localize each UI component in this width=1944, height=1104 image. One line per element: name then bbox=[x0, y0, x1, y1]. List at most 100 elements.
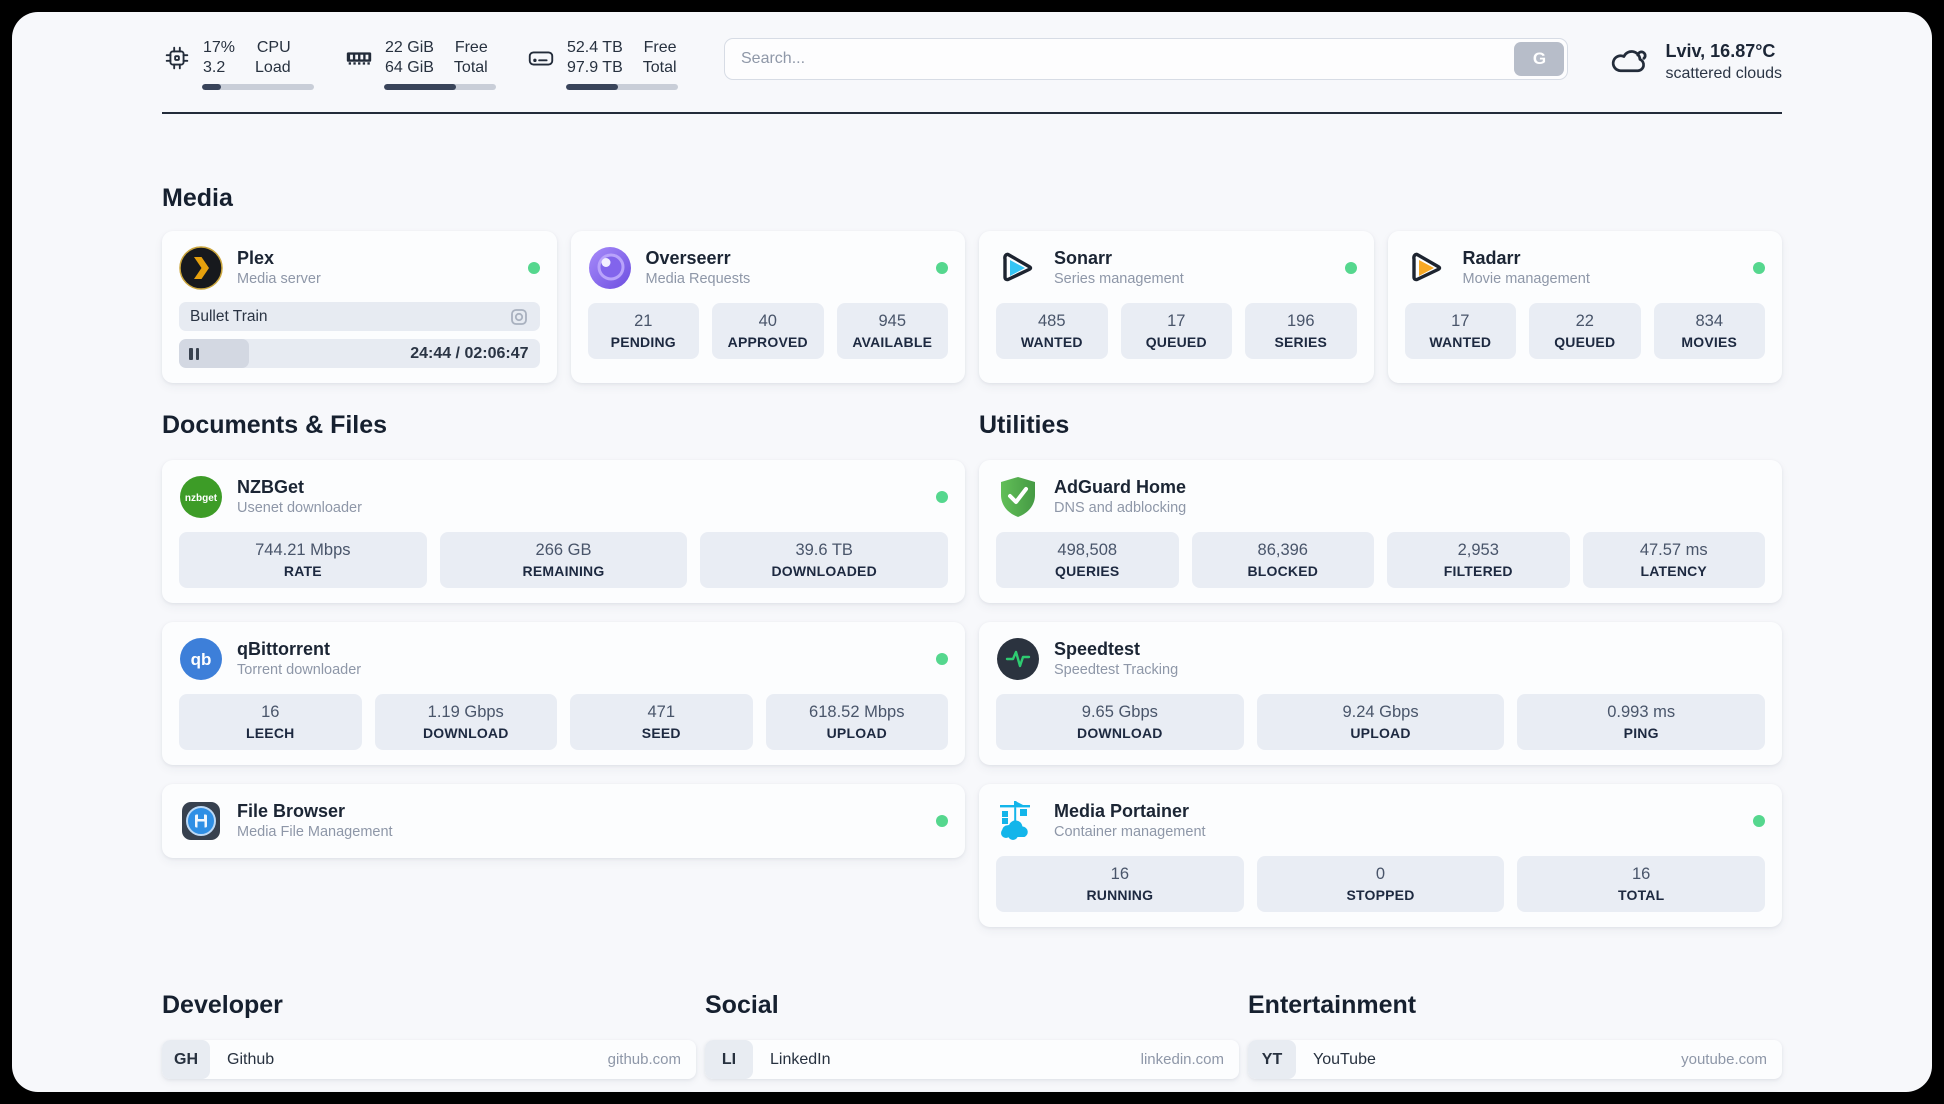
stat-value: 16 bbox=[1110, 865, 1130, 883]
stat-label: REMAINING bbox=[522, 563, 605, 579]
card-title: qBittorrent bbox=[237, 639, 330, 659]
app-card-speedtest[interactable]: Speedtest Speedtest Tracking 9.65 Gbps D… bbox=[979, 622, 1782, 765]
app-card-plex[interactable]: Plex Media server Bullet Train bbox=[162, 231, 557, 383]
ram-free-value: 22 GiB bbox=[385, 39, 434, 56]
stat-label: DOWNLOADED bbox=[771, 563, 877, 579]
status-dot bbox=[1753, 262, 1765, 274]
cpu-progress-fill bbox=[202, 84, 222, 90]
adguard-icon bbox=[1001, 477, 1035, 517]
ram-icon bbox=[346, 52, 372, 65]
media-card-grid: Plex Media server Bullet Train bbox=[162, 231, 1782, 383]
stat-queued: 22 QUEUED bbox=[1529, 303, 1641, 359]
header: 17% 3.2 CPU Load bbox=[162, 12, 1782, 90]
app-card-adguard[interactable]: AdGuard Home DNS and adblocking 498,508 … bbox=[979, 460, 1782, 603]
stat-value: 17 bbox=[1451, 312, 1470, 330]
cpu-usage-label: CPU bbox=[256, 39, 291, 56]
now-playing-bar: Bullet Train bbox=[179, 302, 540, 331]
stat-value: 266 GB bbox=[535, 541, 592, 559]
card-title: NZBGet bbox=[237, 477, 304, 497]
stat-wanted: 485 WANTED bbox=[996, 303, 1108, 359]
stat-label: RUNNING bbox=[1086, 887, 1154, 903]
ram-total-label: Total bbox=[453, 59, 488, 76]
link-badge: GH bbox=[162, 1040, 210, 1079]
stat-queries: 498,508 QUERIES bbox=[996, 532, 1179, 588]
search-input[interactable] bbox=[724, 38, 1569, 80]
card-title: Media Portainer bbox=[1054, 801, 1190, 821]
stat-value: 17 bbox=[1167, 312, 1186, 330]
status-dot bbox=[936, 491, 948, 503]
stat-value: 40 bbox=[758, 312, 777, 330]
stat-remaining: 266 GB REMAINING bbox=[439, 532, 688, 588]
app-card-filebrowser[interactable]: File Browser Media File Management bbox=[162, 784, 965, 858]
stat-filtered: 2,953 FILTERED bbox=[1387, 532, 1570, 588]
stat-label: FILTERED bbox=[1443, 563, 1513, 579]
portainer-icon bbox=[1000, 801, 1030, 840]
playback-time: 24:44 / 02:06:47 bbox=[410, 344, 529, 362]
stat-value: 0 bbox=[1375, 865, 1386, 883]
stat-seed: 471 SEED bbox=[570, 694, 753, 750]
weather-location-temp: Lviv, 16.87°C bbox=[1665, 41, 1776, 61]
stat-label: UPLOAD bbox=[1350, 725, 1411, 741]
stat-latency: 47.57 ms LATENCY bbox=[1582, 532, 1765, 588]
link-youtube[interactable]: YT YouTube youtube.com bbox=[1248, 1040, 1782, 1079]
stat-wanted: 17 WANTED bbox=[1404, 303, 1516, 359]
documents-column: Documents & Files nzbget NZBGet Usenet d… bbox=[162, 411, 965, 927]
stat-label: QUEUED bbox=[1145, 334, 1207, 350]
now-playing-title: Bullet Train bbox=[190, 307, 268, 325]
link-badge: LI bbox=[705, 1040, 753, 1079]
overseerr-icon bbox=[588, 247, 631, 289]
stat-value: 471 bbox=[647, 703, 676, 721]
app-card-overseerr[interactable]: Overseerr Media Requests 21 PENDING 40 A… bbox=[570, 231, 965, 383]
link-linkedin[interactable]: LI LinkedIn linkedin.com bbox=[705, 1040, 1239, 1079]
link-url: github.com bbox=[607, 1051, 681, 1068]
stat-label: DOWNLOAD bbox=[1077, 725, 1163, 741]
section-title-documents: Documents & Files bbox=[162, 411, 388, 439]
cpu-icon bbox=[165, 46, 189, 70]
stat-download: 1.19 Gbps DOWNLOAD bbox=[374, 694, 557, 750]
ram-free-label: Free bbox=[454, 39, 488, 56]
status-dot bbox=[936, 653, 948, 665]
stat-value: 834 bbox=[1695, 312, 1724, 330]
app-card-portainer[interactable]: Media Portainer Container management 16 … bbox=[979, 784, 1782, 927]
stat-approved: 40 APPROVED bbox=[712, 303, 824, 359]
nzbget-icon: nzbget bbox=[180, 476, 222, 518]
link-name: Github bbox=[227, 1050, 275, 1068]
disk-total-value: 97.9 TB bbox=[567, 59, 623, 76]
disk-stat: 52.4 TB 97.9 TB Free Total bbox=[526, 38, 678, 90]
stat-series: 196 SERIES bbox=[1245, 303, 1357, 359]
cpu-stat: 17% 3.2 CPU Load bbox=[162, 38, 314, 90]
stat-value: 744.21 Mbps bbox=[255, 541, 351, 559]
app-card-radarr[interactable]: Radarr Movie management 17 WANTED 22 QUE… bbox=[1387, 231, 1782, 383]
stat-blocked: 86,396 BLOCKED bbox=[1191, 532, 1374, 588]
search-bar: G bbox=[724, 38, 1569, 80]
status-dot bbox=[1344, 262, 1357, 274]
search-engine-button[interactable]: G bbox=[1514, 42, 1565, 76]
link-name: YouTube bbox=[1313, 1050, 1376, 1068]
card-title: Sonarr bbox=[1054, 248, 1113, 268]
app-card-qbittorrent[interactable]: qb qBittorrent Torrent downloader 16 bbox=[162, 622, 965, 765]
app-card-nzbget[interactable]: nzbget NZBGet Usenet downloader 744.21 M… bbox=[162, 460, 965, 603]
disk-progress-track bbox=[566, 84, 678, 90]
stat-label: APPROVED bbox=[727, 334, 808, 350]
app-card-sonarr[interactable]: Sonarr Series management 485 WANTED 17 Q… bbox=[979, 231, 1374, 383]
stat-value: 1.19 Gbps bbox=[427, 703, 504, 721]
pause-icon[interactable] bbox=[189, 347, 199, 360]
stat-value: 47.57 ms bbox=[1639, 541, 1708, 559]
card-title: Speedtest bbox=[1054, 639, 1141, 659]
stat-stopped: 0 STOPPED bbox=[1256, 856, 1505, 912]
filebrowser-icon bbox=[182, 802, 220, 840]
link-github[interactable]: GH Github github.com bbox=[162, 1040, 696, 1079]
link-name: LinkedIn bbox=[770, 1050, 831, 1068]
stat-label: SERIES bbox=[1274, 334, 1328, 350]
stat-label: STOPPED bbox=[1346, 887, 1415, 903]
stat-label: QUERIES bbox=[1055, 563, 1120, 579]
stat-leech: 16 LEECH bbox=[179, 694, 362, 750]
cpu-load-value: 3.2 bbox=[203, 59, 226, 76]
links-column-developer: Developer GH Github github.com SO StackO… bbox=[162, 991, 696, 1092]
stat-label: RATE bbox=[283, 563, 322, 579]
stat-label: MOVIES bbox=[1681, 334, 1738, 350]
stat-label: UPLOAD bbox=[826, 725, 887, 741]
stat-movies: 834 MOVIES bbox=[1653, 303, 1765, 359]
dashboard-page: 17% 3.2 CPU Load bbox=[12, 12, 1932, 1092]
playback-progress-fill bbox=[179, 339, 250, 368]
